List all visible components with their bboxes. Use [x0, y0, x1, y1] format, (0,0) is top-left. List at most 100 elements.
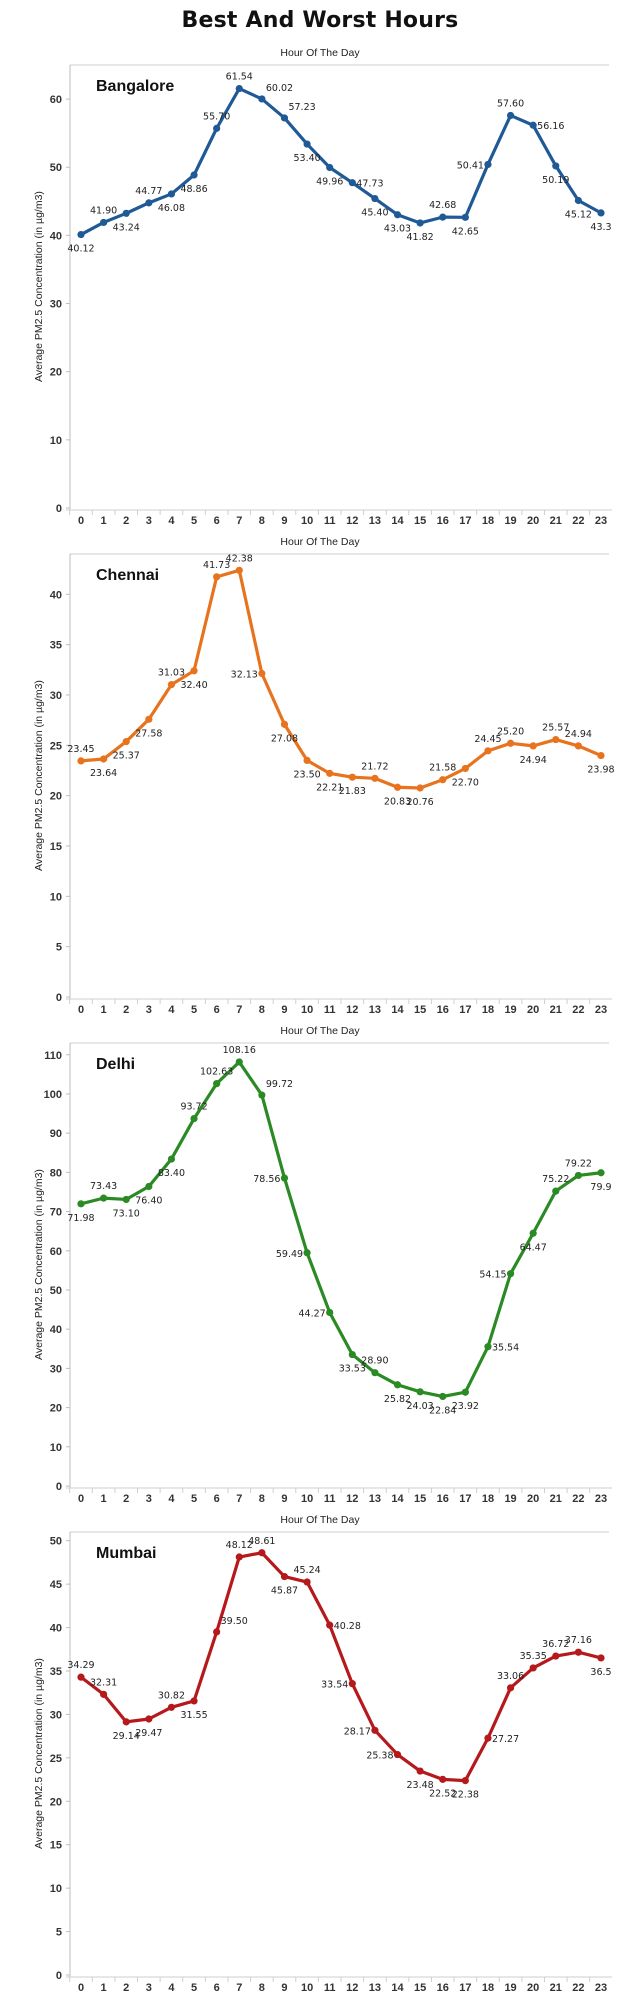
data-point	[258, 669, 266, 678]
x-tick-label: 6	[214, 1982, 220, 1994]
series-line-bangalore	[79, 86, 603, 237]
x-tick-label: 19	[504, 515, 516, 527]
y-axis-title: Average PM2.5 Concentration (in µg/m3)	[33, 1658, 45, 1849]
y-tick-label: 30	[50, 1709, 62, 1721]
data-point	[416, 1388, 424, 1396]
data-label: 22.52	[429, 1788, 456, 1799]
x-tick-label: 23	[595, 1982, 607, 1994]
data-label: 61.54	[226, 72, 253, 83]
data-point	[439, 776, 447, 784]
data-point	[348, 773, 356, 781]
data-point	[371, 1726, 379, 1734]
x-tick-label: 1	[101, 1493, 107, 1505]
data-label: 22.21	[316, 782, 343, 793]
y-tick-label: 25	[50, 740, 62, 752]
data-point	[529, 742, 537, 750]
data-label: 73.43	[90, 1181, 117, 1192]
x-tick-label: 0	[78, 1493, 84, 1505]
data-point	[122, 209, 130, 217]
data-label: 32.31	[90, 1677, 117, 1688]
x-tick-label: 20	[527, 1004, 539, 1016]
y-tick-label: 40	[50, 1623, 62, 1635]
data-label: 78.56	[253, 1174, 280, 1185]
data-label: 24.94	[565, 729, 592, 740]
data-label: 54.15	[479, 1270, 506, 1281]
y-tick-label: 0	[56, 503, 62, 515]
x-tick-label: 19	[504, 1493, 516, 1505]
data-label: 37.16	[565, 1635, 592, 1646]
y-tick-label: 40	[50, 230, 62, 242]
data-label: 33.54	[321, 1680, 348, 1691]
data-point	[529, 121, 537, 129]
data-label: 76.40	[135, 1195, 162, 1206]
y-tick-label: 60	[50, 94, 62, 106]
data-point	[190, 1114, 198, 1123]
x-tick-label: 23	[595, 515, 607, 527]
data-label: 35.35	[520, 1651, 547, 1662]
data-point	[506, 1684, 515, 1692]
data-label: 20.83	[384, 796, 411, 807]
city-name-bangalore: Bangalore	[96, 78, 174, 95]
data-point	[145, 715, 153, 723]
data-label: 50.41	[457, 160, 484, 171]
x-tick-label: 13	[369, 1004, 381, 1016]
data-label: 45.12	[565, 209, 592, 220]
x-tick-label: 5	[191, 515, 197, 527]
data-point	[100, 755, 108, 763]
data-point	[574, 742, 582, 750]
data-label: 23.50	[293, 769, 320, 780]
data-point	[416, 784, 424, 792]
x-tick-label: 18	[482, 515, 494, 527]
data-point	[303, 1249, 311, 1257]
data-point	[280, 720, 289, 728]
y-tick-label: 0	[56, 1481, 62, 1493]
data-point	[552, 1187, 560, 1195]
x-tick-label: 16	[437, 1982, 449, 1994]
data-point	[303, 756, 311, 764]
data-point	[326, 163, 334, 172]
x-tick-label: 11	[324, 1982, 336, 1994]
x-tick-label: 15	[414, 1982, 426, 1994]
data-point	[303, 140, 311, 148]
data-point	[461, 213, 469, 221]
data-point	[190, 1697, 198, 1705]
x-tick-label: 18	[482, 1493, 494, 1505]
data-label: 21.72	[361, 761, 388, 772]
data-label: 44.77	[135, 186, 162, 197]
x-tick-label: 3	[146, 515, 152, 527]
x-tick-label: 7	[236, 1982, 242, 1994]
data-point	[393, 783, 402, 791]
x-tick-label: 5	[191, 1004, 197, 1016]
data-point	[122, 737, 130, 746]
data-label: 43.3	[590, 222, 611, 233]
x-tick-label: 1	[101, 515, 107, 527]
data-label: 32.40	[180, 680, 207, 691]
data-label: 31.03	[158, 668, 185, 679]
x-axis-title-top: Hour Of The Day	[280, 1025, 360, 1037]
y-tick-label: 0	[56, 992, 62, 1004]
series-line-mumbai	[79, 1551, 603, 1783]
x-tick-label: 16	[437, 1004, 449, 1016]
x-tick-label: 5	[191, 1493, 197, 1505]
x-tick-label: 14	[391, 1004, 404, 1016]
data-label: 28.90	[361, 1356, 388, 1367]
x-tick-label: 1	[101, 1982, 107, 1994]
data-label: 31.55	[180, 1710, 207, 1721]
data-point	[258, 1549, 266, 1557]
data-label: 24.03	[407, 1401, 434, 1412]
x-tick-label: 3	[146, 1982, 152, 1994]
x-tick-label: 13	[369, 1493, 381, 1505]
data-label: 22.84	[429, 1405, 456, 1416]
data-label: 41.73	[203, 560, 230, 571]
x-tick-label: 19	[504, 1982, 516, 1994]
data-point	[280, 114, 289, 122]
y-tick-label: 20	[50, 1796, 62, 1808]
x-tick-label: 8	[259, 1982, 265, 1994]
x-tick-label: 18	[482, 1004, 494, 1016]
x-tick-label: 20	[527, 1493, 539, 1505]
x-tick-label: 21	[550, 1004, 562, 1016]
y-tick-label: 20	[50, 791, 62, 803]
data-label: 48.12	[226, 1540, 253, 1551]
data-point	[506, 739, 515, 747]
